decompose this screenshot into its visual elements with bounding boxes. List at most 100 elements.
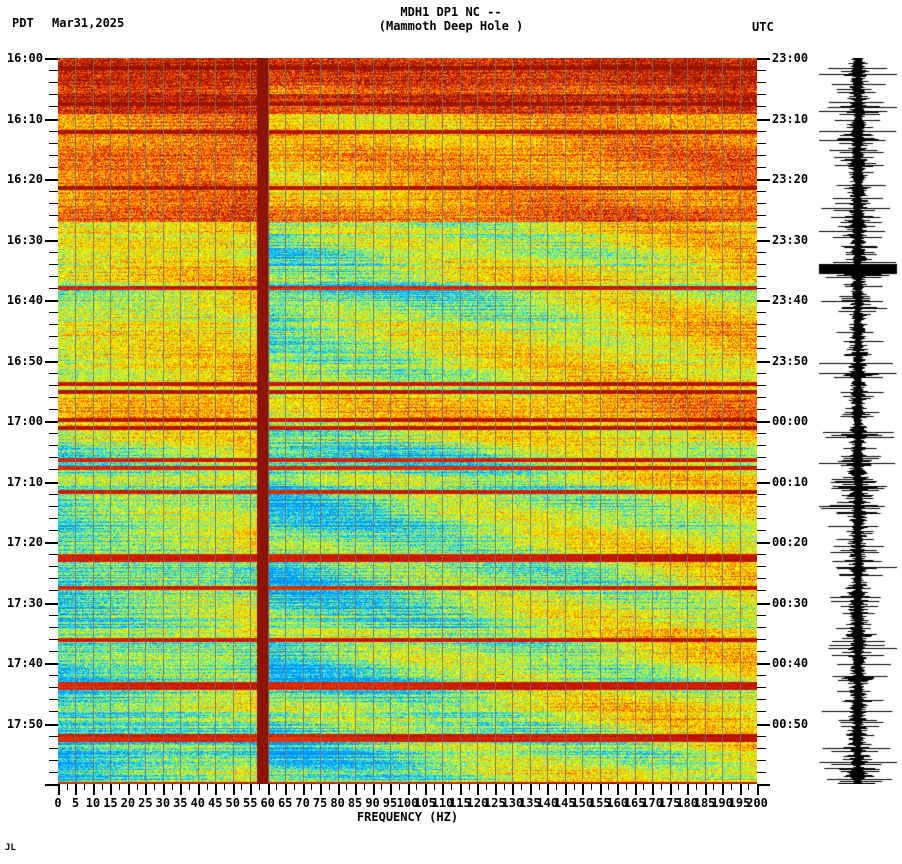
frequency-tick-major bbox=[687, 784, 690, 795]
time-tick-minor bbox=[757, 759, 766, 761]
frequency-tick-major bbox=[267, 784, 270, 795]
frequency-tick-major bbox=[722, 784, 725, 795]
frequency-tick-major bbox=[617, 784, 620, 795]
frequency-tick-minor bbox=[590, 784, 592, 790]
time-tick-minor bbox=[757, 445, 766, 447]
frequency-tick-major bbox=[250, 784, 253, 795]
frequency-label: 75 bbox=[312, 796, 328, 810]
frequency-tick-major bbox=[652, 784, 655, 795]
frequency-label: 110 bbox=[431, 796, 454, 810]
time-tick-minor bbox=[49, 287, 58, 289]
frequency-tick-minor bbox=[625, 784, 627, 790]
time-tick-minor bbox=[49, 614, 58, 616]
frequency-label: 185 bbox=[693, 796, 716, 810]
time-label-left: 17:50 bbox=[6, 716, 43, 731]
time-tick-minor bbox=[49, 154, 58, 156]
frequency-tick-major bbox=[58, 784, 60, 795]
frequency-tick-major bbox=[180, 784, 183, 795]
time-tick-minor bbox=[757, 384, 766, 386]
time-tick-minor bbox=[757, 94, 766, 96]
spectrogram-plot[interactable] bbox=[58, 58, 757, 784]
corner-mark: JL bbox=[5, 843, 16, 853]
spectrogram-image bbox=[58, 58, 757, 784]
frequency-tick-major bbox=[564, 784, 567, 795]
frequency-tick-minor bbox=[84, 784, 86, 790]
time-tick-minor bbox=[757, 457, 766, 459]
frequency-tick-minor bbox=[224, 784, 225, 790]
time-tick-minor bbox=[757, 203, 766, 205]
frequency-tick-minor bbox=[521, 784, 523, 790]
time-tick-minor bbox=[757, 372, 766, 374]
frequency-tick-minor bbox=[503, 784, 505, 790]
frequency-label: 180 bbox=[676, 796, 698, 810]
time-tick-minor bbox=[757, 106, 766, 108]
time-tick-minor bbox=[757, 70, 766, 72]
time-tick-minor bbox=[757, 747, 766, 749]
frequency-tick-major bbox=[285, 784, 288, 795]
time-tick-minor bbox=[757, 735, 766, 737]
time-tick-minor bbox=[49, 735, 58, 737]
frequency-tick-major bbox=[634, 784, 637, 795]
frequency-tick-major bbox=[145, 784, 148, 795]
time-label-right: 00:10 bbox=[772, 474, 809, 489]
frequency-tick-minor bbox=[678, 784, 680, 790]
time-tick-minor bbox=[757, 154, 766, 156]
time-tick-minor bbox=[49, 687, 58, 689]
frequency-label: 5 bbox=[71, 796, 80, 810]
frequency-label: 20 bbox=[120, 796, 136, 810]
time-tick-major bbox=[757, 118, 770, 121]
frequency-tick-minor bbox=[363, 784, 365, 790]
frequency-tick-minor bbox=[293, 784, 295, 790]
time-label-left: 16:30 bbox=[6, 232, 43, 247]
time-tick-major bbox=[757, 663, 770, 665]
frequency-tick-minor bbox=[643, 784, 645, 790]
time-tick-minor bbox=[757, 469, 766, 471]
time-label-right: 23:50 bbox=[772, 353, 809, 368]
frequency-tick-major bbox=[442, 784, 445, 795]
page-title: MDH1 DP1 NC -- bbox=[400, 5, 502, 19]
frequency-tick-major bbox=[75, 784, 78, 795]
time-tick-minor bbox=[49, 638, 58, 640]
frequency-tick-major bbox=[232, 784, 235, 795]
station-description: (Mammoth Deep Hole ) bbox=[378, 19, 524, 33]
time-tick-minor bbox=[49, 312, 58, 314]
time-tick-major bbox=[757, 602, 770, 605]
time-tick-major bbox=[45, 542, 58, 544]
frequency-tick-major bbox=[582, 784, 585, 795]
time-tick-minor bbox=[49, 130, 58, 132]
frequency-tick-major bbox=[424, 784, 427, 795]
time-tick-minor bbox=[757, 166, 766, 168]
time-tick-minor bbox=[49, 675, 58, 677]
time-tick-minor bbox=[49, 372, 58, 374]
time-tick-minor bbox=[757, 614, 766, 616]
time-label-left: 16:40 bbox=[6, 293, 43, 307]
time-label-right: 23:10 bbox=[772, 111, 809, 126]
time-tick-minor bbox=[757, 251, 766, 253]
time-tick-minor bbox=[49, 578, 58, 580]
frequency-label: 115 bbox=[449, 796, 471, 810]
frequency-label: 95 bbox=[382, 796, 398, 810]
frequency-tick-minor bbox=[573, 784, 575, 790]
frequency-label: 100 bbox=[396, 796, 419, 810]
frequency-tick-major bbox=[337, 784, 340, 795]
frequency-tick-major bbox=[477, 784, 480, 795]
time-tick-minor bbox=[49, 203, 58, 205]
frequency-tick-major bbox=[215, 784, 218, 795]
time-tick-minor bbox=[757, 771, 766, 773]
time-tick-major bbox=[45, 784, 58, 786]
time-tick-minor bbox=[49, 517, 58, 519]
frequency-tick-minor bbox=[748, 784, 750, 790]
frequency-label: 80 bbox=[330, 796, 345, 810]
time-label-left: 17:30 bbox=[6, 595, 43, 610]
time-tick-minor bbox=[49, 445, 58, 447]
time-tick-major bbox=[45, 179, 58, 181]
time-tick-major bbox=[45, 58, 58, 60]
frequency-tick-major bbox=[390, 784, 393, 795]
frequency-tick-major bbox=[739, 784, 742, 795]
frequency-label: 50 bbox=[225, 796, 240, 810]
frequency-label: 155 bbox=[588, 796, 611, 810]
frequency-label: 170 bbox=[641, 796, 663, 810]
frequency-tick-major bbox=[372, 784, 375, 795]
frequency-label: 30 bbox=[155, 796, 171, 810]
frequency-label: 85 bbox=[347, 796, 363, 810]
